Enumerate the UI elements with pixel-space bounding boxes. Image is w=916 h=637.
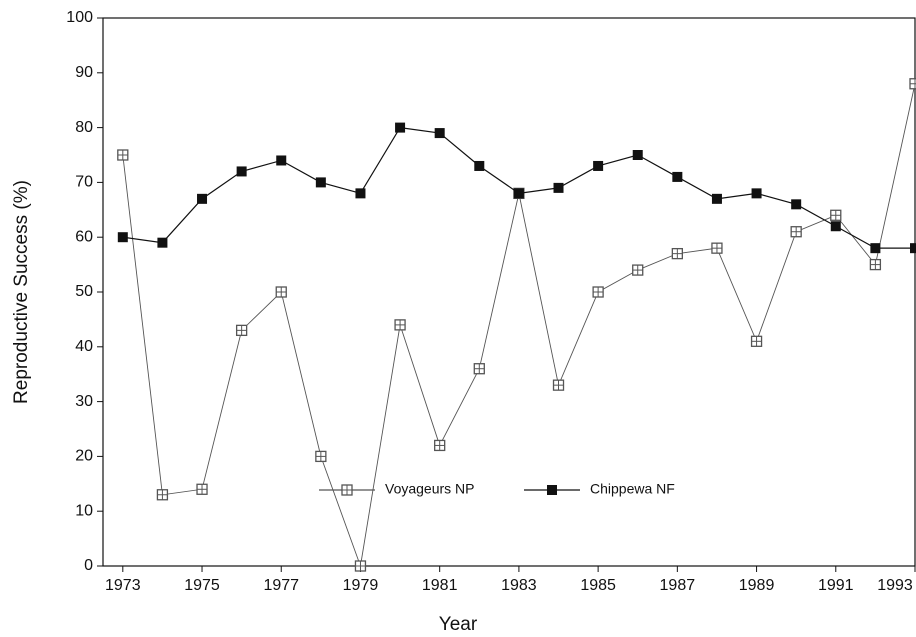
marker: [197, 193, 208, 204]
marker: [196, 483, 208, 495]
marker: [711, 193, 722, 204]
marker-square: [593, 160, 604, 171]
marker-square: [910, 243, 916, 254]
marker-square: [751, 188, 762, 199]
y-tick-label: 10: [75, 502, 93, 519]
marker: [474, 160, 485, 171]
marker: [394, 319, 406, 331]
plot-frame: [102, 17, 916, 567]
x-tick-label: 1977: [263, 577, 299, 594]
marker: [434, 439, 446, 452]
marker: [910, 243, 916, 254]
marker: [552, 379, 565, 391]
marker-square: [276, 155, 287, 166]
x-tick-label: 1981: [422, 577, 458, 594]
y-tick-label: 30: [75, 393, 93, 410]
marker: [473, 363, 485, 375]
marker: [632, 264, 644, 276]
marker: [791, 199, 802, 210]
marker-square: [434, 128, 445, 139]
marker: [632, 150, 643, 160]
marker-square: [553, 182, 564, 193]
marker: [592, 286, 604, 298]
marker: [117, 149, 129, 161]
x-axis-label: Year: [439, 614, 478, 635]
marker: [315, 450, 327, 463]
marker: [513, 188, 524, 199]
marker-square: [672, 171, 683, 182]
x-tick-label: 1993: [877, 577, 913, 594]
marker: [157, 237, 168, 248]
marker: [672, 171, 683, 182]
marker-square: [547, 485, 557, 495]
marker: [870, 243, 881, 254]
marker: [341, 484, 353, 496]
y-tick-label: 50: [75, 283, 93, 300]
x-tick-label: 1991: [818, 577, 854, 594]
marker: [869, 258, 882, 271]
marker: [355, 188, 366, 199]
x-tick-label: 1987: [660, 577, 696, 594]
marker-square: [513, 188, 524, 199]
marker: [156, 489, 169, 501]
marker-square: [117, 232, 128, 243]
y-tick-label: 70: [75, 174, 93, 191]
x-tick-label: 1985: [580, 577, 616, 594]
marker: [354, 560, 367, 572]
marker-square: [711, 193, 722, 204]
marker-square: [236, 166, 247, 177]
y-tick-label: 40: [75, 338, 93, 355]
marker: [434, 128, 445, 139]
marker: [593, 160, 604, 171]
y-tick-label: 90: [75, 64, 93, 81]
x-tick-label: 1975: [184, 577, 220, 594]
x-tick-label: 1983: [501, 577, 537, 594]
marker: [236, 166, 247, 177]
marker: [235, 324, 248, 337]
marker: [830, 221, 841, 232]
y-tick-label: 0: [84, 557, 93, 574]
marker-square: [395, 122, 406, 133]
marker: [117, 232, 128, 243]
x-tick-label: 1979: [343, 577, 379, 594]
marker: [276, 155, 287, 166]
x-tick-label: 1973: [105, 577, 141, 594]
marker: [671, 247, 683, 260]
marker-square: [632, 150, 643, 160]
marker-square: [791, 199, 802, 210]
marker: [395, 122, 406, 133]
y-tick-label: 60: [75, 228, 93, 245]
marker: [790, 226, 802, 238]
marker: [275, 286, 287, 298]
marker: [909, 78, 916, 90]
marker-square: [830, 221, 841, 232]
y-tick-label: 100: [66, 9, 93, 26]
marker-square: [197, 193, 208, 204]
marker-square: [315, 177, 326, 188]
marker: [751, 188, 762, 199]
marker: [547, 485, 557, 495]
marker: [711, 242, 723, 254]
marker: [315, 177, 326, 188]
x-tick-label: 1989: [739, 577, 775, 594]
marker: [750, 335, 763, 347]
marker-square: [474, 160, 485, 171]
y-tick-label: 20: [75, 448, 93, 465]
legend-label: Chippewa NF: [590, 481, 675, 497]
legend-label: Voyageurs NP: [385, 481, 475, 497]
marker-square: [157, 237, 168, 248]
y-axis-label: Reproductive Success (%): [11, 180, 32, 404]
marker-square: [870, 243, 881, 254]
marker: [553, 182, 564, 193]
marker-square: [355, 188, 366, 199]
marker: [830, 209, 842, 221]
y-tick-label: 80: [75, 119, 93, 136]
